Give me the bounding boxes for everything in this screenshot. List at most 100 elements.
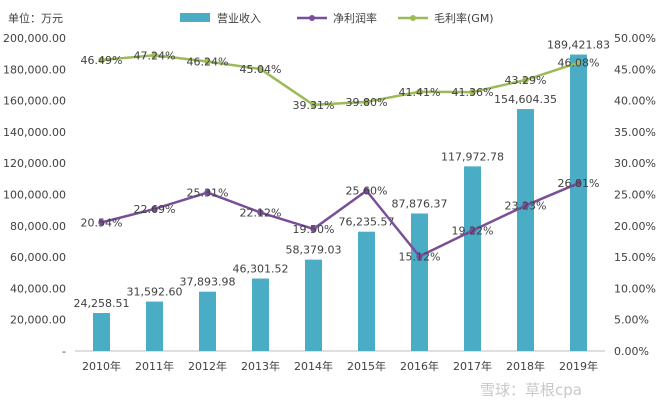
y-right-tick-label: 25.00%	[614, 189, 656, 202]
gross-margin-label: 46.24%	[187, 56, 229, 69]
gross-margin-point	[575, 59, 582, 66]
net-margin-point	[522, 202, 529, 209]
x-tick-label: 2017年	[453, 359, 492, 373]
gross-margin-point	[469, 88, 476, 96]
legend-label-gross-margin: 毛利率(GM)	[434, 11, 494, 25]
net-margin-point	[310, 225, 317, 233]
y-right-tick-label: 5.00%	[614, 314, 649, 327]
revenue-bar	[305, 259, 322, 351]
y-right-tick-label: 30.00%	[614, 157, 656, 170]
legend: 营业收入 净利润率 毛利率(GM)	[180, 11, 494, 25]
gross-margin-label: 46.08%	[558, 57, 600, 70]
legend-label-net-margin: 净利润率	[333, 11, 377, 25]
net-margin-point	[257, 209, 264, 216]
gross-margin-label: 39.80%	[346, 96, 388, 109]
y-right-tick-label: 40.00%	[614, 95, 656, 108]
line-series	[98, 52, 582, 260]
net-margin-label: 25.31%	[187, 187, 229, 200]
net-margin-point	[363, 187, 370, 194]
gross-margin-label: 47.24%	[134, 49, 176, 62]
legend-marker-net-margin	[309, 15, 315, 21]
x-tick-label: 2019年	[559, 359, 598, 373]
y-right-tick-label: 35.00%	[614, 126, 656, 139]
y-left-tick-label: 80,000.00	[10, 220, 66, 233]
y-right-tick-label: 45.00%	[614, 63, 656, 76]
revenue-bar	[93, 313, 110, 351]
y-left-tick-label: 40,000.00	[10, 282, 66, 295]
y-right-tick-label: 10.00%	[614, 282, 656, 295]
revenue-bar	[358, 231, 375, 351]
y-left-tick-label: 100,000.00	[3, 189, 66, 202]
net-margin-label: 23.23%	[505, 200, 547, 213]
net-margin-point	[575, 179, 582, 187]
y-right-tick-label: 50.00%	[614, 32, 656, 45]
revenue-bar-label: 76,235.57	[339, 216, 395, 229]
net-margin-label: 26.81%	[558, 177, 600, 190]
revenue-bar-label: 31,592.60	[127, 286, 183, 299]
net-margin-point	[469, 227, 476, 234]
gross-margin-point	[310, 101, 317, 109]
line-data-labels: 20.54% 22.69% 25.31% 22.12% 19.50% 25.60% 15.1…	[81, 49, 600, 263]
revenue-bar-label: 37,893.98	[180, 276, 236, 289]
legend-label-revenue: 营业收入	[217, 11, 261, 25]
net-margin-label: 19.50%	[293, 223, 335, 236]
revenue-bar-label: 46,301.52	[233, 263, 289, 276]
gross-margin-label: 39.31%	[293, 99, 335, 112]
net-margin-label: 22.69%	[134, 203, 176, 216]
y-left-tick-label: 180,000.00	[3, 63, 66, 76]
net-margin-line	[101, 182, 579, 258]
revenue-bar-label: 117,972.78	[441, 150, 504, 163]
y-axis-right: 0.00% 5.00% 10.00% 15.00% 20.00% 25.00% 30.00%…	[614, 32, 656, 358]
net-margin-point	[204, 189, 211, 196]
y-right-tick-label: 20.00%	[614, 220, 656, 233]
net-margin-label: 15.12%	[399, 250, 441, 263]
gross-margin-point	[522, 76, 529, 84]
net-margin-point	[416, 253, 423, 260]
gross-margin-label: 41.36%	[452, 86, 494, 99]
gross-margin-label: 45.04%	[240, 63, 282, 76]
revenue-bar	[252, 278, 269, 351]
bar-series	[93, 54, 587, 351]
gross-margin-line	[101, 54, 579, 107]
net-margin-label: 22.12%	[240, 207, 282, 220]
x-tick-label: 2015年	[347, 359, 386, 373]
revenue-bar	[199, 291, 216, 351]
net-margin-label: 19.22%	[452, 225, 494, 238]
y-left-tick-label: 120,000.00	[3, 157, 66, 170]
gross-margin-point	[257, 65, 264, 73]
revenue-bar-label: 154,604.35	[494, 93, 557, 106]
gross-margin-point	[204, 58, 211, 65]
y-left-tick-label: 160,000.00	[3, 95, 66, 108]
x-tick-label: 2016年	[400, 359, 439, 373]
y-left-tick-label: 60,000.00	[10, 251, 66, 264]
net-margin-point	[98, 219, 105, 226]
y-left-tick-label: 140,000.00	[3, 126, 66, 139]
gross-margin-point	[151, 52, 158, 59]
revenue-bar-label: 58,379.03	[286, 244, 342, 257]
net-margin-label: 20.54%	[81, 216, 123, 229]
x-axis: 2010年 2011年 2012年 2013年 2014年 2015年 2016年 2017年…	[82, 359, 598, 373]
revenue-bar	[517, 109, 534, 351]
x-tick-label: 2013年	[241, 359, 280, 373]
revenue-bar-label: 24,258.51	[74, 297, 130, 310]
revenue-bar-label: 87,876.37	[392, 197, 448, 210]
revenue-bar	[464, 166, 481, 351]
x-tick-label: 2011年	[135, 359, 174, 373]
revenue-bar	[146, 301, 163, 351]
x-tick-label: 2010年	[82, 359, 121, 373]
revenue-bar-label: 189,421.83	[547, 39, 610, 52]
legend-marker-gross-margin	[410, 15, 416, 21]
gross-margin-point	[98, 56, 105, 64]
net-margin-label: 25.60%	[346, 185, 388, 198]
revenue-bar	[411, 213, 428, 351]
legend-swatch-revenue	[180, 13, 210, 22]
revenue-bar	[570, 54, 587, 351]
y-right-tick-label: 0.00%	[614, 345, 649, 358]
unit-label: 单位：万元	[8, 11, 63, 25]
net-margin-point	[151, 205, 158, 213]
gross-margin-point	[363, 98, 370, 106]
y-left-tick-label: 20,000.00	[10, 314, 66, 327]
gross-margin-label: 43.29%	[505, 74, 547, 87]
